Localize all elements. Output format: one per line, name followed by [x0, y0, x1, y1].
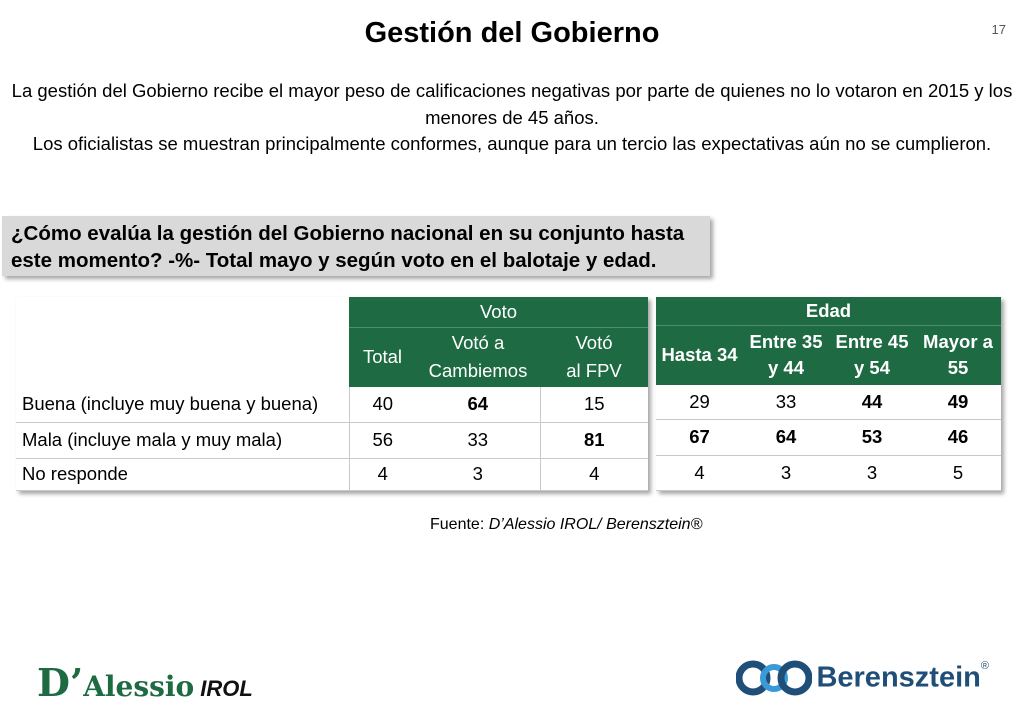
berensztein-logo: Berensztein®: [735, 660, 989, 700]
logo-d: D’: [37, 660, 84, 705]
dalessio-irol-logo: D’Alessio IROL: [37, 660, 253, 705]
intro-line-2: Los oficialistas se muestran principalme…: [32, 133, 992, 154]
logo-alessio: Alessio: [83, 670, 195, 703]
table-cell: 3: [829, 455, 915, 491]
question-box: ¿Cómo evalúa la gestión del Gobierno nac…: [2, 216, 710, 276]
table-row: 4 3 3 5: [656, 455, 1001, 491]
table-cell: 40: [348, 387, 416, 423]
column-label: Total: [362, 346, 403, 368]
table-cell: 3: [743, 455, 829, 491]
voto-column-cambiemos: Votó a Cambiemos: [416, 326, 540, 387]
column-label-line-2: Cambiemos: [428, 360, 528, 382]
table-cell: 33: [416, 422, 540, 459]
intro-text: La gestión del Gobierno recibe el mayor …: [10, 78, 1014, 158]
column-label-line-2: y 44: [767, 357, 804, 379]
table-cell: 64: [416, 387, 540, 423]
table-row: No responde 4 3 4: [16, 458, 648, 491]
table-cell: 3: [416, 458, 540, 491]
edad-column-35-44: Entre 35 y 44: [743, 324, 829, 385]
table-cell: 29: [656, 385, 743, 420]
table-cell: 64: [743, 419, 829, 456]
row-label: Mala (incluye mala y muy mala): [16, 422, 349, 459]
table-row: Mala (incluye mala y muy mala) 56 33 81: [16, 422, 648, 459]
row-label: No responde: [16, 458, 349, 491]
table-cell: 46: [915, 419, 1001, 456]
table-cell: 67: [656, 419, 743, 456]
column-label: Hasta 34: [661, 344, 738, 366]
voto-group-header: Voto: [349, 297, 648, 327]
logo-irol: IROL: [200, 676, 253, 701]
column-label-line-2: y 54: [853, 357, 890, 379]
column-label-line-1: Mayor a: [923, 331, 993, 353]
column-label-line-1: Entre 45: [835, 331, 909, 353]
row-label: Buena (incluye muy buena y buena): [16, 387, 349, 423]
table-row: Buena (incluye muy buena y buena) 40 64 …: [16, 387, 648, 423]
edad-group-header: Edad: [656, 297, 1001, 325]
table-cell: 4: [348, 458, 416, 491]
edad-column-mayor-55: Mayor a 55: [915, 324, 1001, 385]
table-cell: 49: [915, 385, 1001, 420]
source-text: D’Alessio IROL/ Berensztein®: [488, 516, 703, 533]
voto-empty-corner: [16, 297, 349, 387]
voto-column-total: Total: [349, 326, 416, 387]
berensztein-name: Berensztein: [816, 661, 981, 694]
table-cell: 53: [829, 419, 915, 456]
table-cell: 4: [539, 458, 648, 491]
table-cell: 56: [348, 422, 416, 459]
table-row: 29 33 44 49: [656, 385, 1001, 420]
berensztein-mark-icon: [735, 660, 813, 696]
voto-column-fpv: Votó al FPV: [540, 326, 648, 387]
page-title: Gestión del Gobierno: [364, 17, 660, 49]
berensztein-reg: ®: [980, 660, 989, 672]
table-cell: 5: [915, 455, 1001, 491]
intro-line-1: La gestión del Gobierno recibe el mayor …: [11, 80, 1013, 128]
column-label-line-1: Votó: [575, 332, 613, 354]
column-label-line-1: Entre 35: [749, 331, 823, 353]
edad-table: Edad Hasta 34 Entre 35 y 44 Entre 45 y 5…: [656, 297, 1001, 491]
source-prefix: Fuente:: [430, 516, 489, 533]
question-text: ¿Cómo evalúa la gestión del Gobierno nac…: [11, 222, 685, 272]
source-note: Fuente: D’Alessio IROL/ Berensztein®: [430, 516, 702, 534]
voto-table: Voto Total Votó a Cambiemos Votó al FPV …: [16, 297, 648, 491]
table-cell: 15: [539, 387, 648, 423]
column-label-line-2: al FPV: [566, 360, 622, 382]
page-number: 17: [991, 22, 1006, 37]
table-row: 67 64 53 46: [656, 419, 1001, 456]
column-label-line-2: 55: [947, 357, 969, 379]
table-cell: 44: [829, 385, 915, 420]
table-cell: 33: [743, 385, 829, 420]
edad-column-45-54: Entre 45 y 54: [829, 324, 915, 385]
edad-column-hasta-34: Hasta 34: [656, 324, 743, 385]
table-cell: 4: [656, 455, 743, 491]
table-cell: 81: [539, 422, 648, 459]
column-label-line-1: Votó a: [451, 332, 505, 354]
